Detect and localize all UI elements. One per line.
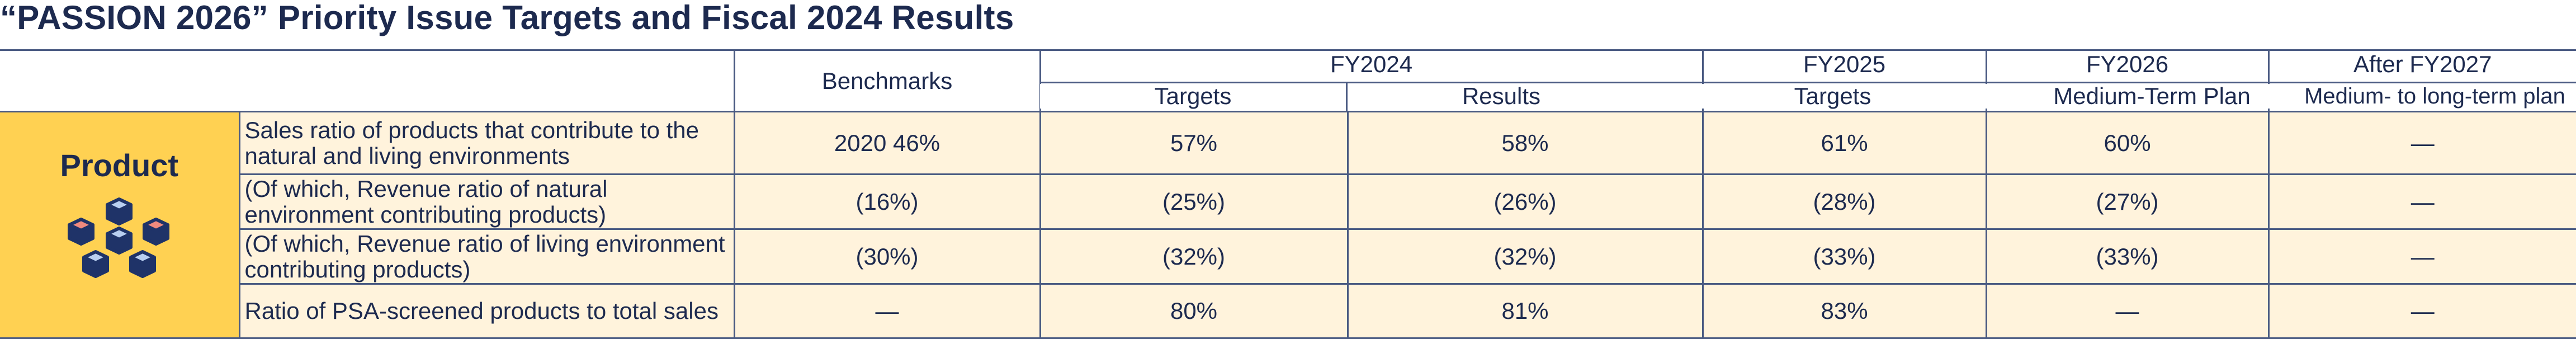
cubes-icon bbox=[68, 197, 170, 278]
page-title: “PASSION 2026” Priority Issue Targets an… bbox=[0, 0, 1014, 36]
after-fy2027-value: — bbox=[2267, 111, 2576, 175]
row-3: (Of which, Revenue ratio of living envir… bbox=[0, 228, 2576, 285]
row-label: Ratio of PSA-screened products to total … bbox=[238, 283, 735, 339]
category-label: Product bbox=[60, 148, 179, 183]
row-label: (Of which, Revenue ratio of living envir… bbox=[238, 228, 735, 285]
fy2024-result-value: (26%) bbox=[1346, 173, 1704, 230]
fy2025-target-value: 61% bbox=[1701, 111, 1987, 175]
fy2024-target-value: (25%) bbox=[1039, 173, 1349, 230]
fy2024-target-value: 57% bbox=[1039, 111, 1349, 175]
benchmark-value: 2020 46% bbox=[733, 111, 1041, 175]
subheader-after-plan: Medium- to long-term plan bbox=[2294, 84, 2576, 109]
fy2026-plan-value: (33%) bbox=[1985, 228, 2270, 285]
fy2026-plan-value: (27%) bbox=[1985, 173, 2270, 230]
fy2024-result-value: 81% bbox=[1346, 283, 1704, 339]
fy2024-result-value: (32%) bbox=[1346, 228, 1704, 285]
subheader-fy2025-targets: Targets bbox=[1655, 84, 2010, 109]
benchmark-value: (30%) bbox=[733, 228, 1041, 285]
fy2025-target-value: (28%) bbox=[1701, 173, 1987, 230]
subheader-band bbox=[1040, 82, 2576, 112]
after-fy2027-value: — bbox=[2267, 173, 2576, 230]
fy2024-target-value: (32%) bbox=[1039, 228, 1349, 285]
fy2026-plan-value: 60% bbox=[1985, 111, 2270, 175]
fy2025-target-value: (33%) bbox=[1701, 228, 1987, 285]
subheader-fy2024-targets: Targets bbox=[1040, 84, 1346, 109]
fy2024-result-value: 58% bbox=[1346, 111, 1704, 175]
header-blank bbox=[0, 49, 735, 112]
fy2024-target-value: 80% bbox=[1039, 283, 1349, 339]
subheader-fy2024-results: Results bbox=[1348, 84, 1655, 109]
targets-table: Benchmarks FY2024 FY2025 FY2026 After FY… bbox=[0, 49, 2576, 339]
after-fy2027-value: — bbox=[2267, 228, 2576, 285]
subheader-divider bbox=[1346, 82, 1348, 112]
row-2: (Of which, Revenue ratio of natural envi… bbox=[0, 173, 2576, 230]
row-1: Product bbox=[0, 111, 2576, 339]
fy2025-target-value: 83% bbox=[1701, 283, 1987, 339]
header-benchmarks: Benchmarks bbox=[733, 49, 1041, 112]
benchmark-value: — bbox=[733, 283, 1041, 339]
after-fy2027-value: — bbox=[2267, 283, 2576, 339]
subheader-fy2026-plan: Medium-Term Plan bbox=[2010, 84, 2294, 109]
row-4: Ratio of PSA-screened products to total … bbox=[0, 283, 2576, 339]
benchmark-value: (16%) bbox=[733, 173, 1041, 230]
fy2026-plan-value: — bbox=[1985, 283, 2270, 339]
row-label: (Of which, Revenue ratio of natural envi… bbox=[238, 173, 735, 230]
row-label: Sales ratio of products that contribute … bbox=[238, 111, 735, 175]
category-product: Product bbox=[0, 111, 240, 339]
